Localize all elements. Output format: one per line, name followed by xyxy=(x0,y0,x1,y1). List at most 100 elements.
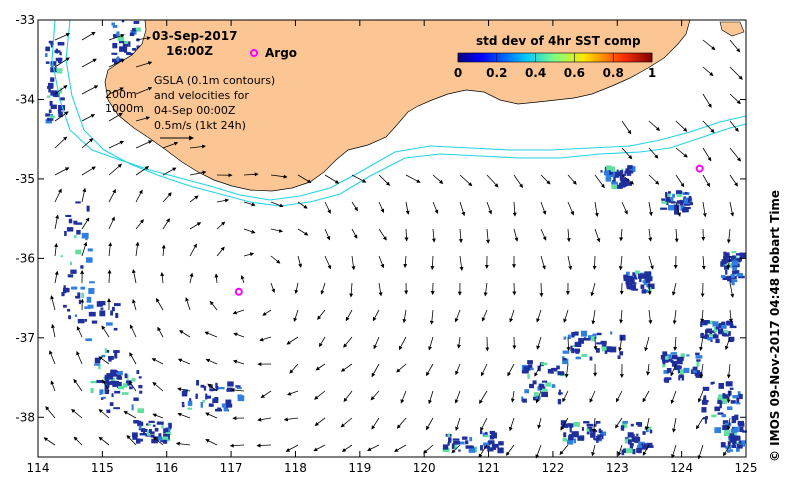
sst-cell xyxy=(606,165,612,171)
sst-cell xyxy=(48,109,52,113)
sst-cell xyxy=(115,312,119,318)
velocity-arrow xyxy=(324,255,332,270)
sst-cell xyxy=(617,355,621,359)
velocity-arrow xyxy=(108,59,125,68)
velocity-arrow xyxy=(507,363,515,377)
sst-cell xyxy=(735,442,742,445)
sst-cell xyxy=(610,331,613,335)
velocity-arrow xyxy=(378,228,387,241)
sst-cell xyxy=(724,265,730,270)
sst-cell xyxy=(56,71,63,74)
sst-cell xyxy=(561,424,569,428)
velocity-arrow xyxy=(54,111,69,122)
velocity-arrow xyxy=(616,390,623,403)
velocity-arrow xyxy=(43,437,56,446)
sst-cell xyxy=(713,326,718,332)
velocity-arrow xyxy=(54,136,68,149)
sst-cell xyxy=(122,42,129,47)
sst-cell xyxy=(533,392,539,397)
sst-cell xyxy=(112,383,117,387)
velocity-arrow xyxy=(135,61,153,68)
sst-cell xyxy=(58,111,63,118)
sst-cell xyxy=(726,406,733,411)
velocity-arrow xyxy=(340,363,353,372)
sst-cell xyxy=(717,400,723,404)
velocity-arrow xyxy=(702,147,712,162)
sst-cell xyxy=(226,387,233,392)
sst-cell xyxy=(148,423,151,426)
sst-cell xyxy=(91,320,98,324)
sst-cell xyxy=(732,255,736,260)
sst-cell xyxy=(717,328,724,334)
sst-cell xyxy=(730,428,738,433)
velocity-arrow xyxy=(729,201,735,217)
sst-cell xyxy=(128,41,131,47)
sst-cell xyxy=(106,349,110,353)
colorbar-tick-label: 0.8 xyxy=(603,66,624,80)
plot-frame xyxy=(37,19,747,458)
velocity-arrow xyxy=(233,332,245,338)
sst-cell xyxy=(521,396,524,402)
sst-cell xyxy=(134,27,141,32)
sst-cell xyxy=(573,431,579,437)
sst-cell xyxy=(196,380,200,386)
lat-tick-label: -38 xyxy=(15,410,35,424)
sst-cell xyxy=(497,447,504,454)
sst-cell xyxy=(619,174,624,181)
sst-cell xyxy=(694,370,701,376)
sst-cell xyxy=(721,324,727,329)
velocity-arrow xyxy=(155,297,164,311)
velocity-arrow xyxy=(108,242,113,257)
sst-cell xyxy=(696,361,700,367)
sst-cell xyxy=(721,414,727,418)
sst-cell xyxy=(722,276,729,281)
gsla-line-4: 0.5m/s (1kt 24h) xyxy=(154,119,246,132)
sst-cell xyxy=(130,52,134,57)
velocity-arrow xyxy=(455,363,461,376)
velocity-arrow xyxy=(405,201,410,215)
sst-cell xyxy=(574,331,579,336)
sst-cell xyxy=(132,48,137,51)
velocity-arrow xyxy=(459,255,464,271)
velocity-arrow xyxy=(566,228,571,243)
sst-cell xyxy=(77,292,81,299)
sst-cell xyxy=(573,422,580,427)
velocity-arrow xyxy=(483,282,488,297)
velocity-arrow xyxy=(670,390,677,405)
velocity-arrow xyxy=(243,201,256,207)
sst-cell xyxy=(616,171,622,177)
sst-cell xyxy=(625,182,632,186)
velocity-arrow xyxy=(537,417,542,429)
sst-cell xyxy=(81,232,89,239)
velocity-arrow xyxy=(314,390,326,400)
sst-cell xyxy=(738,393,743,400)
sst-cell xyxy=(625,448,633,454)
velocity-arrow xyxy=(615,417,623,429)
sst-cell xyxy=(607,170,613,175)
sst-cell xyxy=(604,344,607,349)
sst-cell xyxy=(649,429,653,434)
velocity-arrow xyxy=(128,380,137,392)
sst-cell xyxy=(100,307,104,310)
sst-cell xyxy=(158,436,163,441)
sst-cell xyxy=(112,42,118,49)
sst-cell xyxy=(623,274,629,279)
sst-cell xyxy=(55,57,63,62)
sst-cell xyxy=(703,335,710,339)
sst-cell xyxy=(645,289,649,293)
sst-cell xyxy=(732,266,738,271)
sst-cell xyxy=(453,440,460,445)
velocity-arrow xyxy=(73,436,83,446)
sst-cell xyxy=(126,374,129,380)
sst-cell xyxy=(596,332,602,336)
sst-cell xyxy=(695,352,700,356)
sst-cell xyxy=(117,385,125,390)
sst-cell xyxy=(661,198,666,201)
lon-tick-label: 121 xyxy=(477,461,500,475)
velocity-arrow xyxy=(619,228,624,242)
sst-cell xyxy=(646,276,653,282)
sst-cell xyxy=(662,351,668,357)
velocity-arrow xyxy=(536,309,542,323)
velocity-arrow xyxy=(697,444,704,460)
sst-cell xyxy=(629,442,632,449)
